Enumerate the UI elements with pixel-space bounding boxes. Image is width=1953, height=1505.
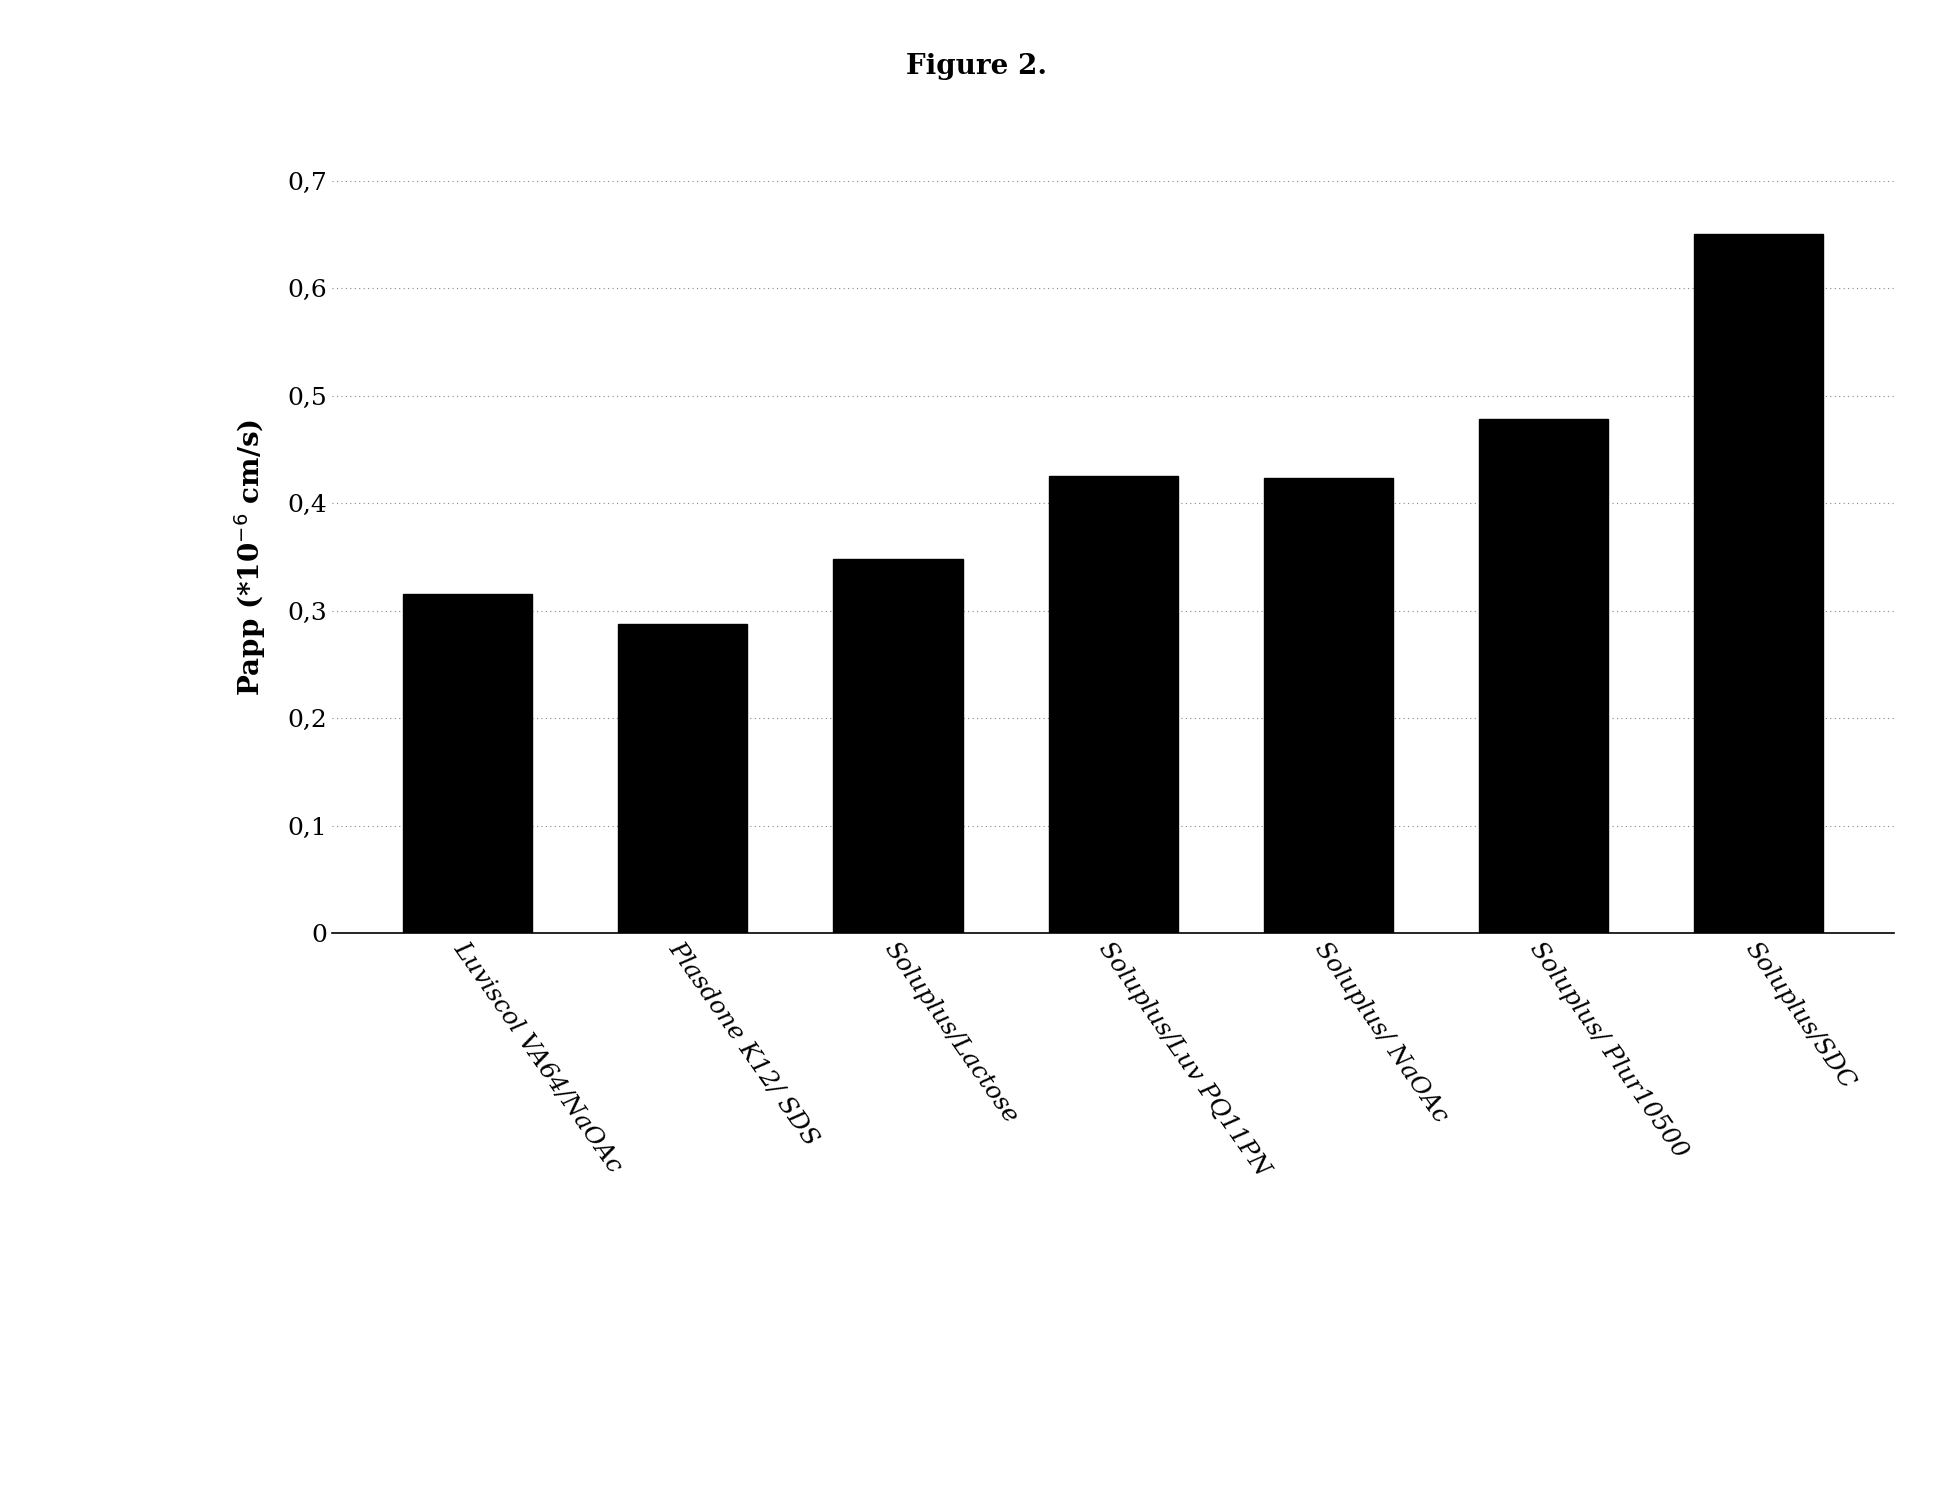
Y-axis label: Papp (*10$^{-6}$ cm/s): Papp (*10$^{-6}$ cm/s) <box>232 418 268 695</box>
Text: Figure 2.: Figure 2. <box>906 53 1047 80</box>
Bar <box>402 594 531 933</box>
Bar <box>834 558 963 933</box>
Bar <box>1264 479 1392 933</box>
Bar <box>619 623 748 933</box>
Bar <box>1478 420 1607 933</box>
Bar <box>1695 235 1824 933</box>
Bar <box>1049 476 1178 933</box>
